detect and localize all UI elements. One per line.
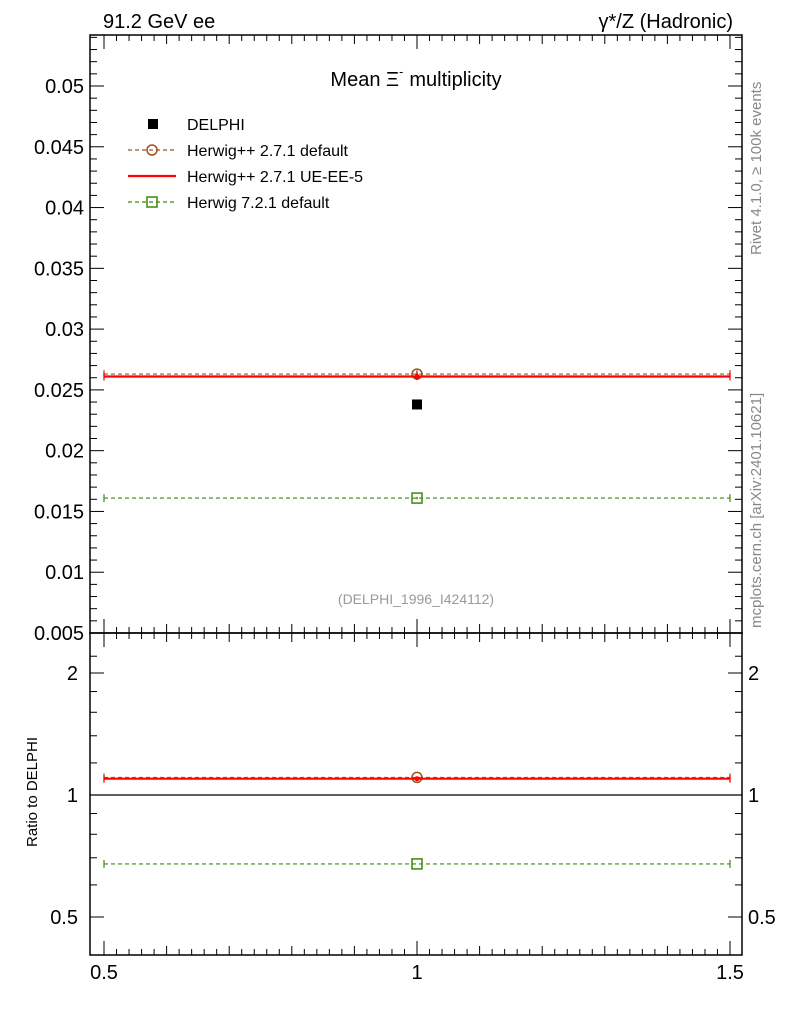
ratio-y-tick-label-right: 1 — [748, 785, 759, 807]
marker-herwig-2-7-1-default — [411, 771, 423, 784]
main-y-tick-label: 0.03 — [45, 319, 84, 341]
plot-title: Mean Ξ-multiplicity — [330, 64, 501, 91]
legend-entry-herwig7-default: Herwig 7.2.1 default — [128, 195, 330, 212]
header-process-label: γ*/Z (Hadronic) — [599, 11, 733, 33]
ratio-y-axis-labels: 0.5 0.5 1 1 2 2 — [50, 663, 776, 929]
main-y-tick-label: 0.025 — [34, 380, 84, 402]
main-y-tick-label: 0.005 — [34, 623, 84, 645]
main-y-tick-label: 0.04 — [45, 198, 84, 220]
ratio-y-tick-label-left: 1 — [67, 785, 78, 807]
legend-label-herwig7-default: Herwig 7.2.1 default — [187, 195, 330, 212]
legend-marker-delphi — [148, 119, 158, 129]
legend-marker-herwigpp-default — [146, 144, 158, 156]
header-energy-label: 91.2 GeV ee — [103, 11, 215, 33]
ratio-data-marks — [90, 771, 742, 870]
legend-label-herwigpp-ueee5: Herwig++ 2.7.1 UE-EE-5 — [187, 169, 363, 186]
legend-label-delphi: DELPHI — [187, 117, 245, 134]
ratio-y-tick-label-left: 2 — [67, 663, 78, 685]
x-tick-label: 0.5 — [90, 962, 118, 984]
main-y-tick-label: 0.01 — [45, 562, 84, 584]
main-data-marks — [103, 368, 731, 504]
main-plot-panel: 0.005 0.01 0.015 0.02 0.025 0.03 0.035 0.04 0.04… — [34, 34, 743, 645]
main-x-axis-ticks — [103, 35, 731, 633]
x-axis-labels: 0.5 1 1.5 — [90, 962, 744, 984]
point-delphi — [412, 399, 422, 410]
ratio-plot-frame — [89, 632, 743, 956]
plot-title-main: Mean Ξ — [330, 69, 399, 91]
legend-label-herwigpp-default: Herwig++ 2.7.1 default — [187, 143, 349, 160]
main-y-axis-labels: 0.005 0.01 0.015 0.02 0.025 0.03 0.035 0.04 0.04… — [34, 76, 84, 645]
ratio-y-axis-title: Ratio to DELPHI — [24, 737, 41, 847]
mcplots-label: mcplots.cern.ch [arXiv:2401.10621] — [748, 393, 765, 628]
legend: DELPHI Herwig++ 2.7.1 default Herwig++ 2… — [128, 117, 363, 212]
legend-marker-herwig7-default — [146, 196, 158, 208]
x-tick-label: 1.5 — [716, 962, 744, 984]
main-y-axis-ticks — [90, 36, 742, 634]
marker-herwig-7-2-1-default — [411, 858, 423, 870]
ratio-y-tick-label-left: 0.5 — [50, 907, 78, 929]
marker-herwig-7-2-1-default — [411, 492, 423, 504]
marker-herwig-2-7-1-ue-ee-5 — [414, 374, 420, 380]
legend-entry-herwigpp-default: Herwig++ 2.7.1 default — [128, 143, 349, 160]
main-y-tick-label: 0.045 — [34, 137, 84, 159]
legend-entry-herwigpp-ueee5: Herwig++ 2.7.1 UE-EE-5 — [128, 169, 363, 186]
rivet-version-label: Rivet 4.1.0, ≥ 100k events — [748, 82, 765, 255]
x-tick-label: 1 — [411, 962, 422, 984]
main-y-tick-label: 0.015 — [34, 501, 84, 523]
main-y-tick-label: 0.05 — [45, 76, 84, 98]
main-y-tick-label: 0.02 — [45, 441, 84, 463]
plot-title-superscript: - — [399, 64, 403, 79]
ratio-y-tick-label-right: 2 — [748, 663, 759, 685]
marker-herwig-2-7-1-ue-ee-5 — [414, 776, 420, 782]
analysis-watermark: (DELPHI_1996_I424112) — [338, 591, 494, 607]
ratio-y-axis-ticks — [90, 655, 742, 918]
ratio-plot-panel: 0.5 0.5 1 1 2 2 0.5 1 1.5 Ratio to DELPHI — [24, 632, 776, 984]
plot-title-suffix: multiplicity — [409, 69, 501, 91]
legend-entry-delphi: DELPHI — [148, 117, 245, 134]
ratio-y-tick-label-right: 0.5 — [748, 907, 776, 929]
ratio-x-axis-ticks — [103, 633, 731, 955]
main-y-tick-label: 0.035 — [34, 258, 84, 280]
